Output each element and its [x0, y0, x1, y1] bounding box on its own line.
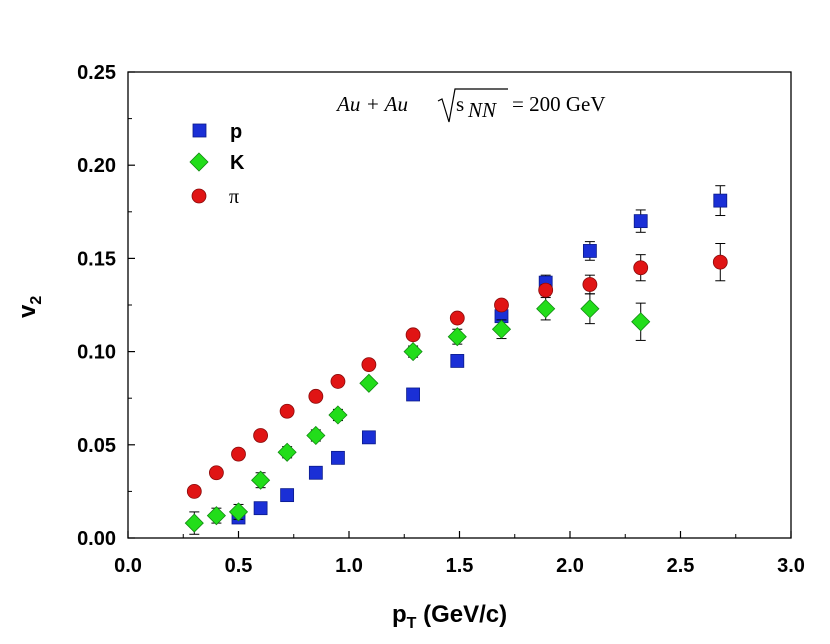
- data-point-k: [306, 425, 326, 446]
- data-point-p: [280, 488, 295, 503]
- data-point-p: [308, 465, 323, 480]
- x-tick-label: 1.0: [335, 555, 363, 577]
- data-point-k: [631, 312, 651, 332]
- data-point-k: [328, 405, 348, 425]
- data-point-k: [491, 319, 512, 339]
- data-point-k: [277, 442, 297, 462]
- legend-label-p: p: [230, 121, 242, 143]
- legend-marker-pi: [191, 188, 207, 204]
- y-axis-title: v2: [14, 296, 45, 318]
- annotation-nn: NN: [467, 98, 497, 122]
- data-point-pi: [361, 357, 377, 373]
- data-point-k: [359, 373, 379, 393]
- x-axis: 0.0 0.5 1.0 1.5 2.0 2.5 3.0: [114, 531, 805, 577]
- data-point-pi: [253, 428, 269, 443]
- data-point-k: [206, 506, 226, 526]
- legend-marker-k: [189, 152, 209, 172]
- legend-label-pi: π: [229, 186, 239, 208]
- x-tick-label: 0.0: [114, 555, 142, 577]
- y-tick-label: 0.00: [77, 528, 116, 550]
- data-point-p: [713, 193, 728, 208]
- data-point-p: [331, 450, 345, 465]
- data-point-pi: [538, 282, 554, 298]
- x-axis-title-sub: T: [407, 615, 417, 632]
- data-point-p: [406, 387, 420, 402]
- x-tick-label: 2.0: [556, 555, 584, 577]
- data-point-k: [580, 299, 600, 319]
- data-point-pi: [208, 465, 224, 481]
- data-point-pi: [633, 260, 649, 276]
- data-point-pi: [449, 310, 465, 326]
- y-axis-title-sub: 2: [28, 296, 45, 305]
- data-points: [184, 185, 728, 535]
- x-axis-title-rest: (GeV/c): [416, 601, 507, 628]
- data-point-k: [184, 513, 204, 533]
- data-point-pi: [231, 446, 246, 462]
- annotation-s: s: [456, 92, 464, 116]
- data-point-pi: [308, 388, 324, 404]
- annotation: Au + Au s NN = 200 GeV: [335, 88, 606, 123]
- data-point-k: [447, 327, 467, 347]
- data-point-pi: [582, 277, 598, 292]
- y-tick-label: 0.20: [77, 155, 116, 177]
- data-point-pi: [279, 403, 295, 419]
- legend: p K π: [189, 121, 245, 208]
- y-axis: 0.00 0.05 0.10 0.15 0.20 0.25: [77, 62, 135, 550]
- y-tick-label: 0.25: [77, 62, 116, 84]
- data-point-p: [253, 501, 268, 516]
- data-point-k: [251, 470, 271, 490]
- x-tick-label: 2.5: [667, 555, 695, 577]
- legend-label-k: K: [230, 152, 245, 174]
- data-point-pi: [712, 254, 728, 270]
- data-point-pi: [186, 483, 202, 499]
- y-tick-label: 0.10: [77, 342, 116, 364]
- x-tick-label: 0.5: [225, 555, 253, 577]
- plot-frame: [127, 71, 792, 539]
- annotation-energy: = 200 GeV: [512, 92, 606, 116]
- data-point-p: [582, 244, 597, 258]
- annotation-system: Au + Au: [335, 92, 408, 116]
- data-point-pi: [330, 374, 346, 389]
- y-tick-label: 0.05: [77, 435, 116, 457]
- x-axis-title-main: p: [392, 601, 407, 628]
- y-axis-title-main: v: [14, 304, 41, 318]
- legend-marker-p: [192, 123, 207, 138]
- data-point-k: [403, 342, 423, 362]
- x-tick-label: 3.0: [777, 555, 805, 577]
- data-point-pi: [405, 327, 421, 343]
- data-point-p: [361, 430, 376, 445]
- sqrt-sign: [437, 88, 508, 123]
- data-point-k: [536, 299, 556, 319]
- x-tick-label: 1.5: [446, 555, 474, 577]
- x-axis-title: pT (GeV/c): [392, 601, 507, 632]
- data-point-pi: [494, 297, 509, 313]
- data-point-k: [228, 502, 249, 522]
- y-tick-label: 0.15: [77, 248, 116, 270]
- data-point-p: [450, 354, 465, 368]
- data-point-p: [633, 214, 648, 229]
